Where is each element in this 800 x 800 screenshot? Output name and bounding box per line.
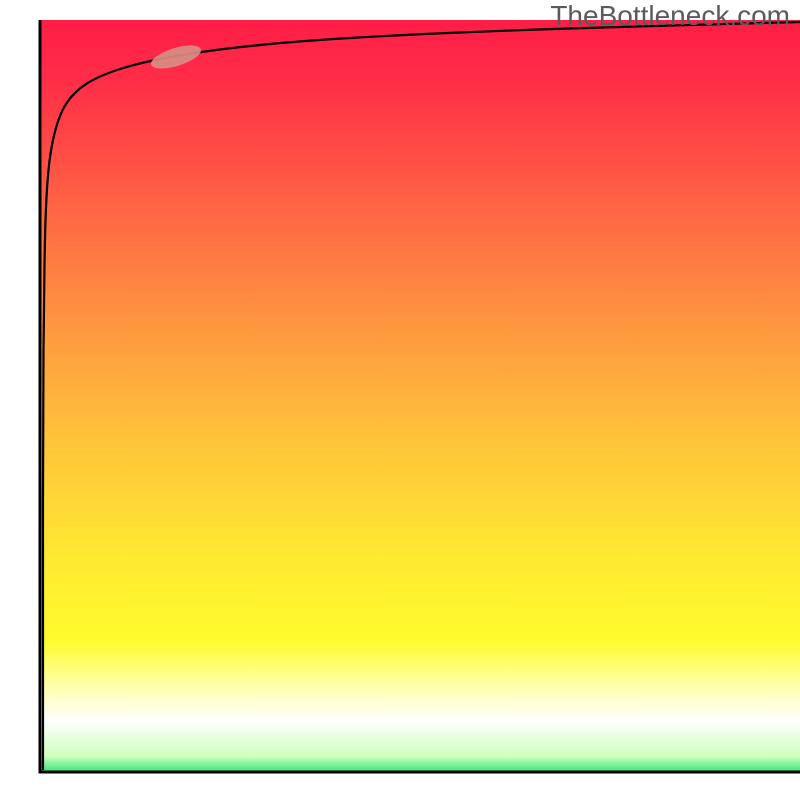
chart-canvas: TheBottleneck.com: [0, 0, 800, 800]
watermark-text: TheBottleneck.com: [550, 0, 790, 32]
chart-background: [0, 0, 800, 800]
bottleneck-chart-svg: [0, 0, 800, 800]
